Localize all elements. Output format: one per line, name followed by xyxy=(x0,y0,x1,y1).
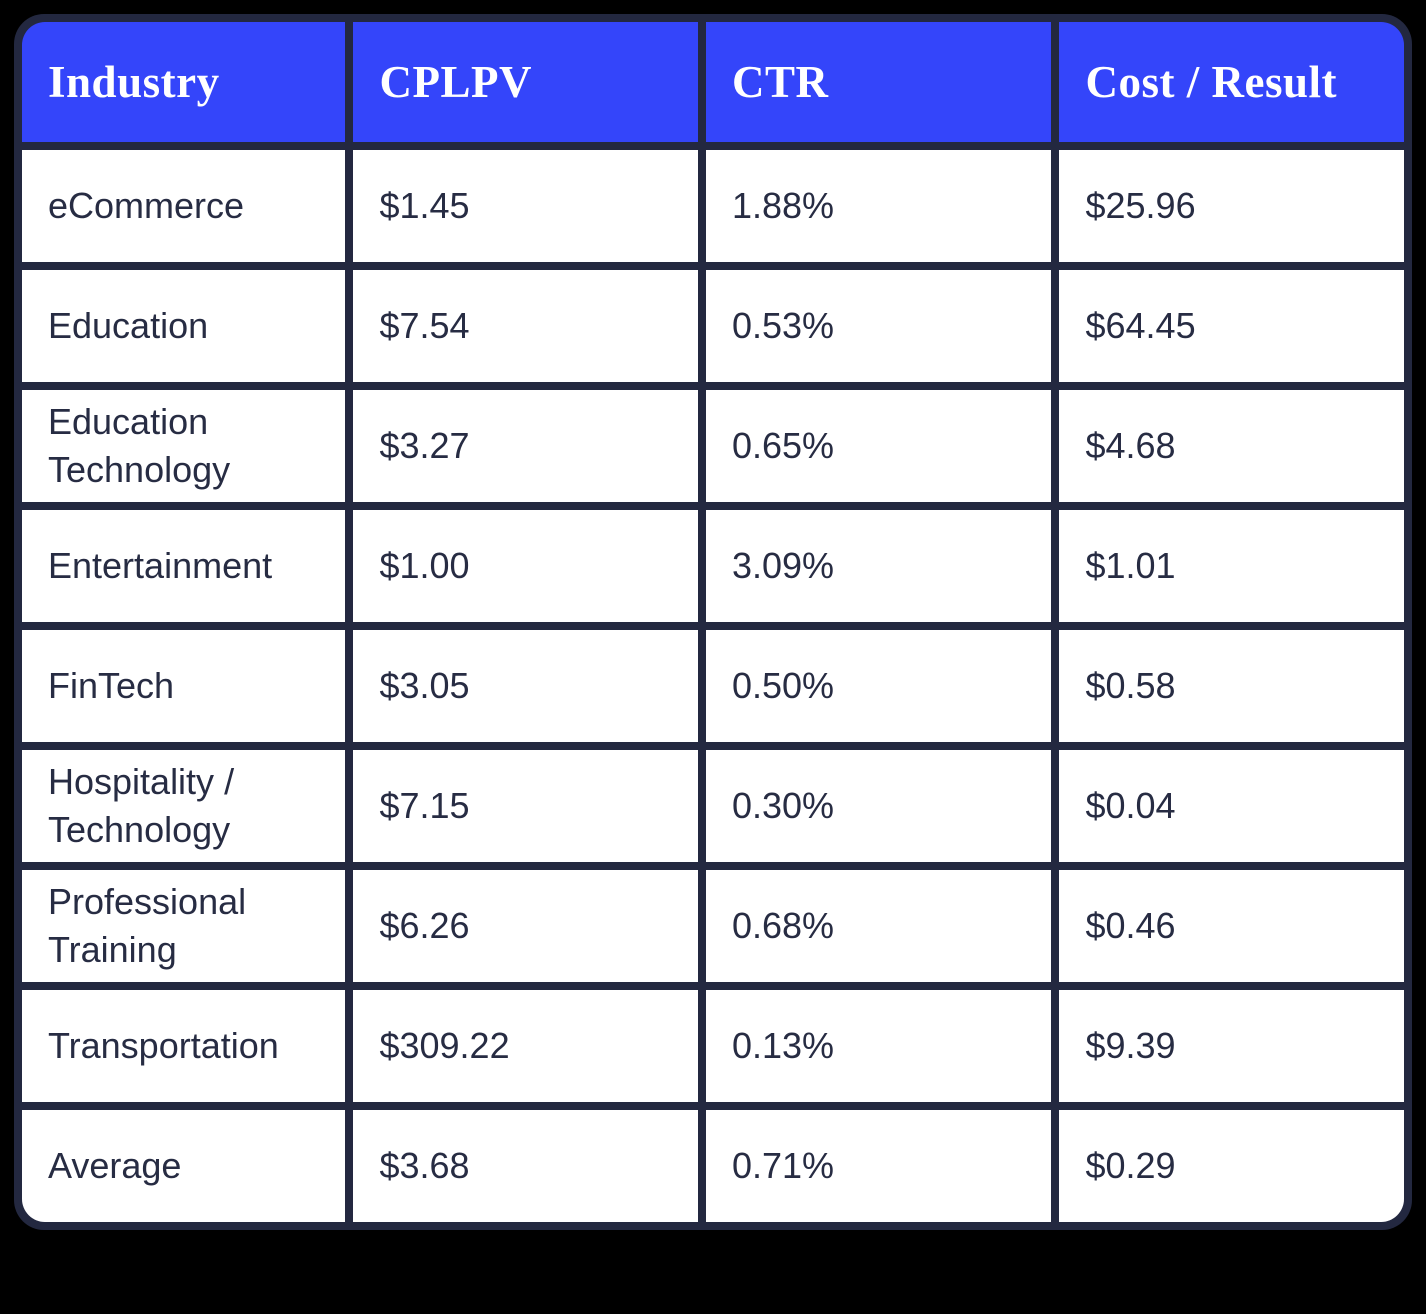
cell-cost-result: $4.68 xyxy=(1059,390,1404,502)
cell-cost-result: $0.04 xyxy=(1059,750,1404,862)
cell-cplpv: $3.05 xyxy=(353,630,698,742)
cell-ctr: 3.09% xyxy=(705,510,1052,622)
cell-cost-result: $0.29 xyxy=(1059,1110,1404,1222)
cell-cost-result: $1.01 xyxy=(1059,510,1404,622)
cell-cplpv: $3.68 xyxy=(353,1110,698,1222)
cell-ctr: 0.50% xyxy=(705,630,1052,742)
cell-industry: Professional Training xyxy=(22,870,346,982)
column-header-ctr: CTR xyxy=(705,22,1052,142)
cell-industry: FinTech xyxy=(22,630,346,742)
cell-ctr: 0.65% xyxy=(705,390,1052,502)
cell-cost-result: $0.46 xyxy=(1059,870,1404,982)
cell-industry: Education xyxy=(22,270,346,382)
cell-cplpv: $7.54 xyxy=(353,270,698,382)
column-header-industry: Industry xyxy=(22,22,346,142)
cell-industry: eCommerce xyxy=(22,150,346,262)
cell-cplpv: $1.00 xyxy=(353,510,698,622)
cell-cost-result: $0.58 xyxy=(1059,630,1404,742)
cell-cplpv: $7.15 xyxy=(353,750,698,862)
cell-industry: Transportation xyxy=(22,990,346,1102)
cell-ctr: 0.30% xyxy=(705,750,1052,862)
column-header-cplpv: CPLPV xyxy=(353,22,698,142)
column-header-cost-result: Cost / Result xyxy=(1059,22,1404,142)
cell-ctr: 0.53% xyxy=(705,270,1052,382)
cell-ctr: 0.13% xyxy=(705,990,1052,1102)
cell-ctr: 1.88% xyxy=(705,150,1052,262)
cell-cplpv: $6.26 xyxy=(353,870,698,982)
cell-cplpv: $309.22 xyxy=(353,990,698,1102)
cell-cost-result: $64.45 xyxy=(1059,270,1404,382)
cell-cost-result: $25.96 xyxy=(1059,150,1404,262)
cell-industry: Hospitality / Technology xyxy=(22,750,346,862)
cell-ctr: 0.71% xyxy=(705,1110,1052,1222)
cell-industry: Average xyxy=(22,1110,346,1222)
benchmark-table: Industry CPLPV CTR Cost / Result eCommer… xyxy=(14,14,1412,1230)
cell-industry: Education Technology xyxy=(22,390,346,502)
cell-cost-result: $9.39 xyxy=(1059,990,1404,1102)
cell-ctr: 0.68% xyxy=(705,870,1052,982)
cell-cplpv: $3.27 xyxy=(353,390,698,502)
cell-industry: Entertainment xyxy=(22,510,346,622)
cell-cplpv: $1.45 xyxy=(353,150,698,262)
